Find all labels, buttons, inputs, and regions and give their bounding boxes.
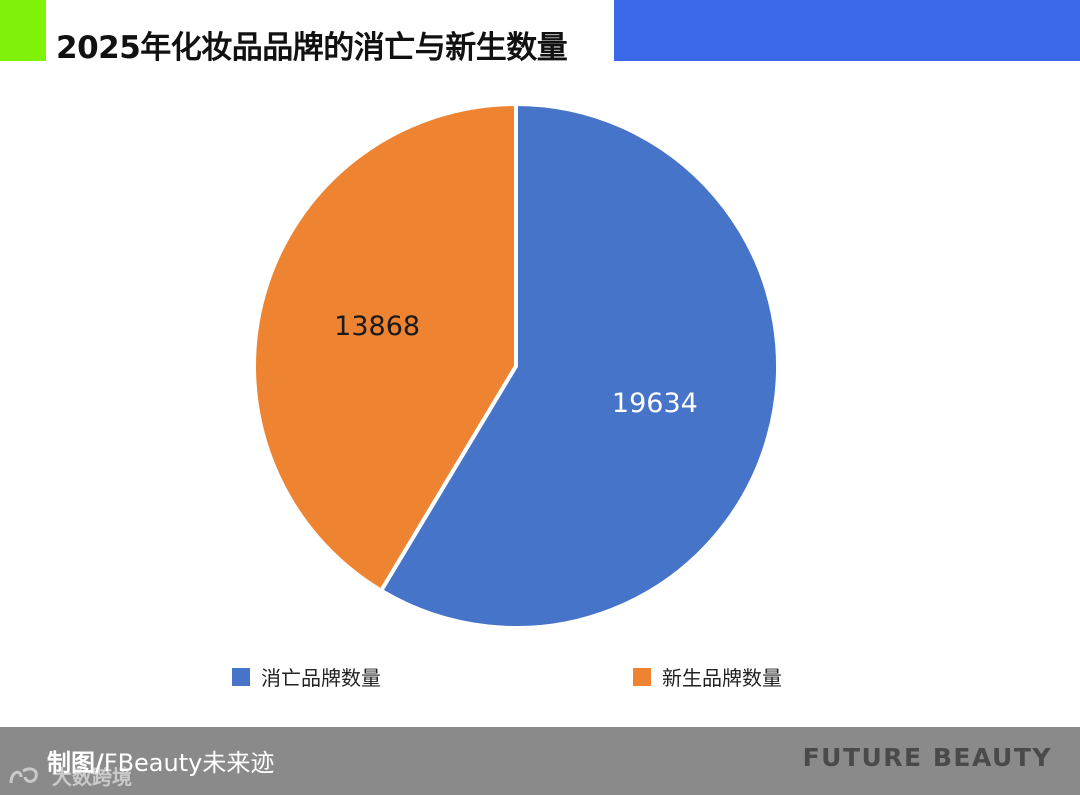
credit-line: 制图/FBeauty未来迹 <box>47 743 274 778</box>
chart-title: 2025年化妆品品牌的消亡与新生数量 <box>56 30 568 66</box>
credit-prefix: 制图/ <box>47 749 104 777</box>
watermark: 大数跨境 <box>8 761 132 790</box>
legend-item-perished: 消亡品牌数量 <box>232 662 381 691</box>
legend-swatch-perished <box>232 667 250 686</box>
data-label-perished: 19634 <box>612 388 698 419</box>
watermark-logo-icon <box>9 767 38 783</box>
data-label-new: 13868 <box>334 311 420 342</box>
pie-chart: 19634 13868 <box>252 102 780 630</box>
accent-block-green <box>0 0 46 61</box>
pie-slice-perished <box>379 102 780 630</box>
pie-slice-new <box>252 102 518 593</box>
footer-bar: 制图/FBeauty未来迹 大数跨境 FUTURE BEAUTY <box>0 727 1080 795</box>
accent-block-blue <box>614 0 1080 61</box>
header-bar: 2025年化妆品品牌的消亡与新生数量 <box>0 0 1080 66</box>
credit-name: FBeauty未来迹 <box>103 749 275 777</box>
legend-swatch-new <box>633 667 651 686</box>
legend-label-perished: 消亡品牌数量 <box>261 666 381 690</box>
legend-label-new: 新生品牌数量 <box>662 666 782 690</box>
brand-logo: FUTURE BEAUTY <box>802 743 1052 772</box>
legend-item-new: 新生品牌数量 <box>633 662 782 691</box>
watermark-text: 大数跨境 <box>52 765 132 789</box>
